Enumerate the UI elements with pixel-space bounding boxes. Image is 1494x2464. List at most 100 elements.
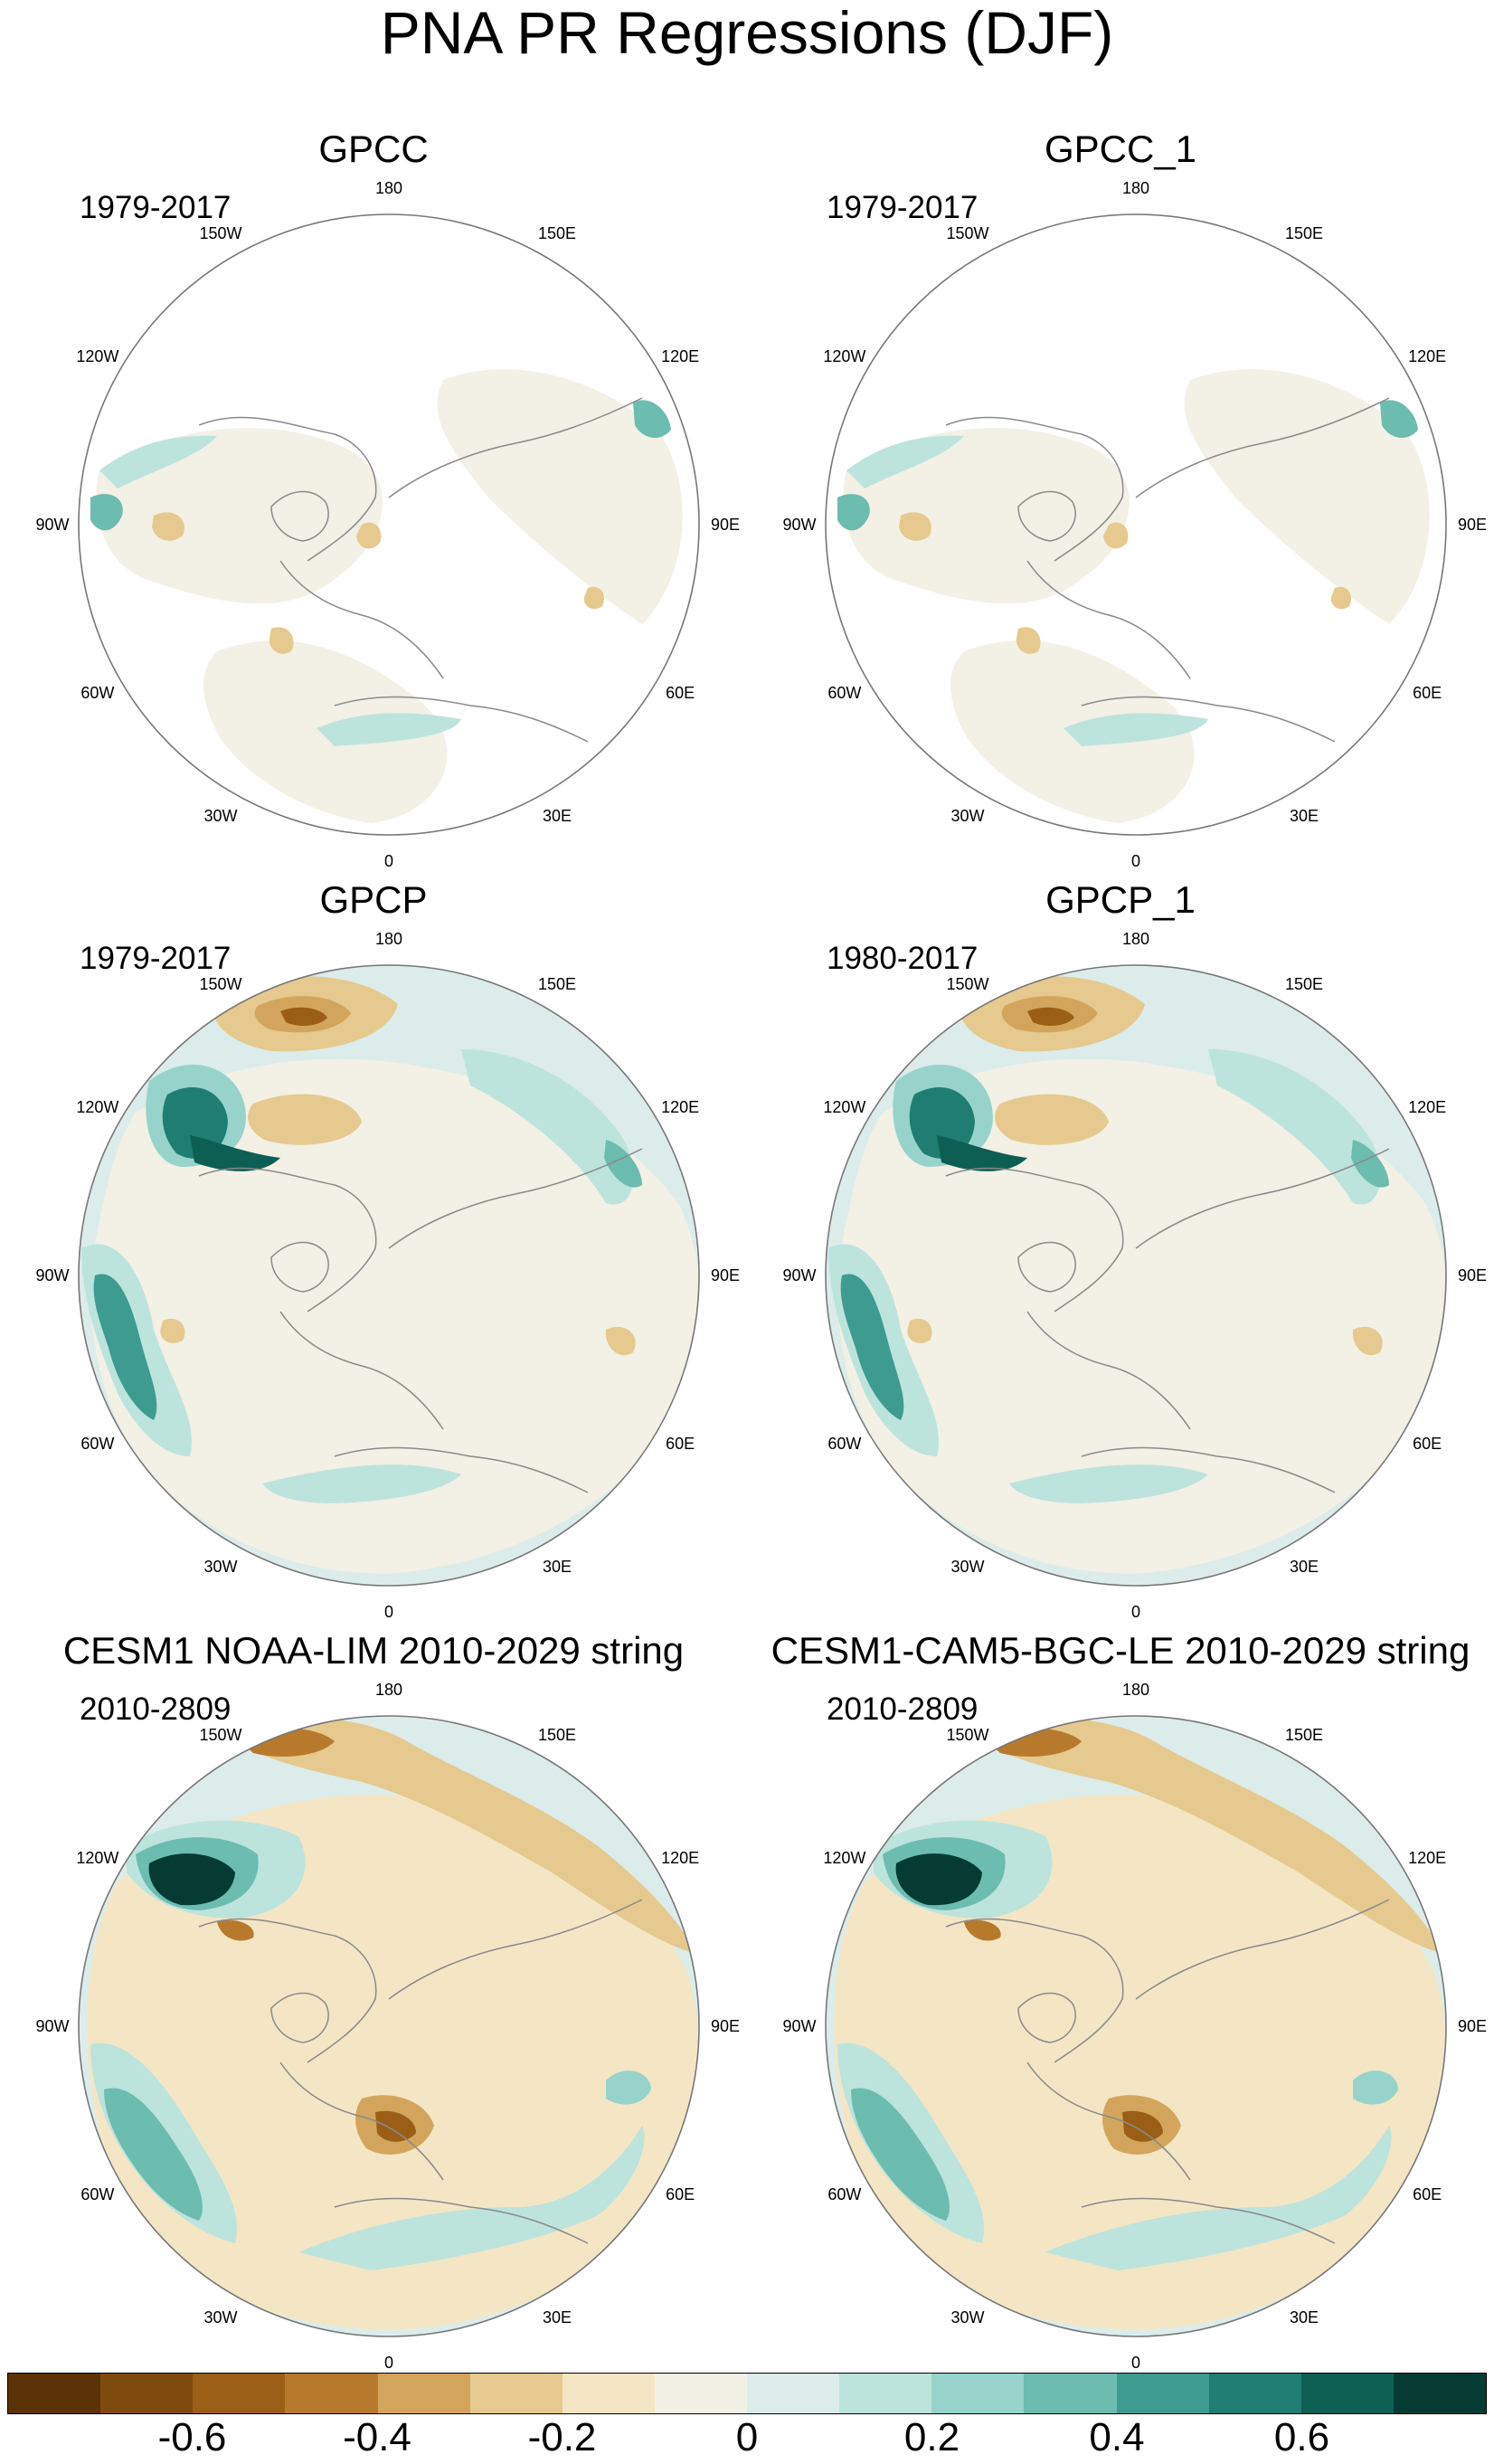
longitude-label: 90W	[35, 516, 70, 534]
coastline	[945, 1167, 1124, 1313]
longitude-label: 90W	[782, 2017, 817, 2035]
colorbar-swatch	[562, 2374, 655, 2413]
coastline	[1026, 2061, 1191, 2181]
colorbar-ticks: -0.6 -0.4 -0.2 0 0.2 0.4 0.6	[0, 2413, 1494, 2464]
map-panel: GPCP_1 180 150E 120E 90E 60E 30E 0 30W 60W 90W 120W…	[747, 877, 1494, 1628]
longitude-label: 150E	[1284, 223, 1324, 242]
longitude-label: 90E	[710, 1266, 741, 1284]
field-contour-region	[90, 494, 123, 531]
longitude-label: 120E	[1408, 1098, 1447, 1116]
coastline	[1135, 397, 1390, 498]
longitude-label: 120W	[823, 1098, 866, 1116]
field-contour-region	[605, 1326, 636, 1356]
panel-period: 1979-2017	[827, 190, 979, 225]
colorbar-swatch	[839, 2374, 932, 2413]
colorbar	[7, 2373, 1487, 2414]
colorbar-swatch	[377, 2374, 470, 2413]
coastline	[334, 696, 589, 743]
coastline	[198, 416, 377, 562]
field-contour-region	[99, 435, 217, 488]
longitude-label: 60E	[666, 1435, 695, 1453]
longitude-label: 150E	[537, 1725, 577, 1744]
colorbar-swatch	[1116, 2374, 1209, 2413]
field-contour-region	[1064, 713, 1208, 746]
polar-map	[810, 1701, 1461, 2352]
coastline	[1026, 1311, 1191, 1430]
map-boundary	[825, 1715, 1447, 2337]
longitude-label: 0	[383, 1603, 394, 1621]
longitude-label: 30W	[203, 1558, 238, 1577]
panel-period: 2010-2809	[827, 1692, 979, 1727]
longitude-label: 150E	[1284, 974, 1324, 993]
panel-title: GPCP_1	[1045, 878, 1196, 921]
coastline	[945, 416, 1124, 562]
longitude-label: 30W	[203, 2308, 238, 2327]
field-contour-region	[96, 428, 383, 604]
map-boundary	[78, 213, 700, 836]
longitude-label: 30W	[950, 1558, 985, 1577]
longitude-label: 90W	[35, 1266, 70, 1284]
longitude-label: 180	[1121, 179, 1150, 197]
longitude-label: 0	[1130, 2354, 1141, 2372]
longitude-label: 120W	[823, 1849, 866, 1867]
longitude-label: 90E	[710, 516, 741, 534]
longitude-label: 30E	[542, 2308, 572, 2327]
longitude-label: 180	[374, 930, 403, 948]
field-contour-region	[1184, 369, 1430, 624]
field-contour-region	[217, 1717, 696, 1954]
field-contour-region	[899, 512, 931, 541]
coastline	[1026, 560, 1191, 679]
longitude-label: 0	[1130, 852, 1141, 870]
field-contour-region	[248, 1094, 362, 1145]
field-contour-region	[840, 1274, 904, 1420]
colorbar-swatch	[1300, 2374, 1394, 2413]
longitude-label: 180	[374, 179, 403, 197]
field-contour-region	[280, 1007, 327, 1027]
coastline	[1081, 696, 1336, 743]
panel-period: 2010-2809	[80, 1692, 232, 1727]
coastline	[198, 1918, 377, 2063]
field-contour-region	[964, 1919, 1001, 1941]
field-contour-region	[846, 435, 964, 488]
polar-map	[63, 950, 714, 1601]
map-panel: GPCP 180 150E 120E 90E 60E 30E 0 30W 60W 90W 120W 15…	[0, 877, 747, 1628]
colorbar-swatch	[931, 2374, 1025, 2413]
longitude-label: 60E	[666, 2185, 695, 2203]
field-contour-region	[90, 1058, 699, 1574]
colorbar-swatch	[8, 2374, 101, 2413]
coastline	[1081, 2197, 1336, 2244]
longitude-label: 120W	[823, 347, 866, 365]
polar-map	[810, 950, 1461, 1601]
coastline	[1017, 490, 1076, 542]
map-panel: CESM1-CAM5-BGC-LE 2010-2029 string 180 150…	[747, 1628, 1494, 2379]
field-contour-region	[604, 1140, 642, 1188]
coastline	[1081, 1446, 1336, 1493]
colorbar-swatch	[285, 2374, 378, 2413]
longitude-label: 90E	[1457, 1266, 1488, 1284]
field-contour-region	[160, 1318, 185, 1343]
field-contour-region	[356, 522, 382, 549]
colorbar-swatch	[469, 2374, 563, 2413]
longitude-label: 60W	[80, 684, 115, 702]
longitude-label: 0	[1130, 1603, 1141, 1621]
coastline	[1017, 1241, 1076, 1293]
longitude-label: 60W	[827, 1435, 862, 1453]
longitude-label: 150W	[199, 974, 242, 993]
panel-title: GPCC_1	[1044, 128, 1197, 170]
longitude-label: 60E	[666, 684, 695, 702]
longitude-label: 180	[1121, 930, 1150, 948]
colorbar-swatch	[654, 2374, 747, 2413]
colorbar-swatch	[193, 2374, 286, 2413]
map-boundary	[825, 964, 1447, 1587]
coastline	[1135, 1899, 1390, 2000]
longitude-label: 60E	[1413, 1435, 1442, 1453]
longitude-label: 120W	[76, 1098, 119, 1116]
field-contour-region	[375, 2110, 416, 2142]
field-contour-region	[1352, 1326, 1383, 1356]
field-contour-region	[851, 2088, 950, 2221]
field-contour-region	[1027, 1007, 1074, 1027]
coastline	[334, 2197, 589, 2244]
field-contour-region	[1330, 586, 1352, 610]
longitude-label: 90E	[1457, 2017, 1488, 2035]
coastline	[270, 1241, 329, 1293]
